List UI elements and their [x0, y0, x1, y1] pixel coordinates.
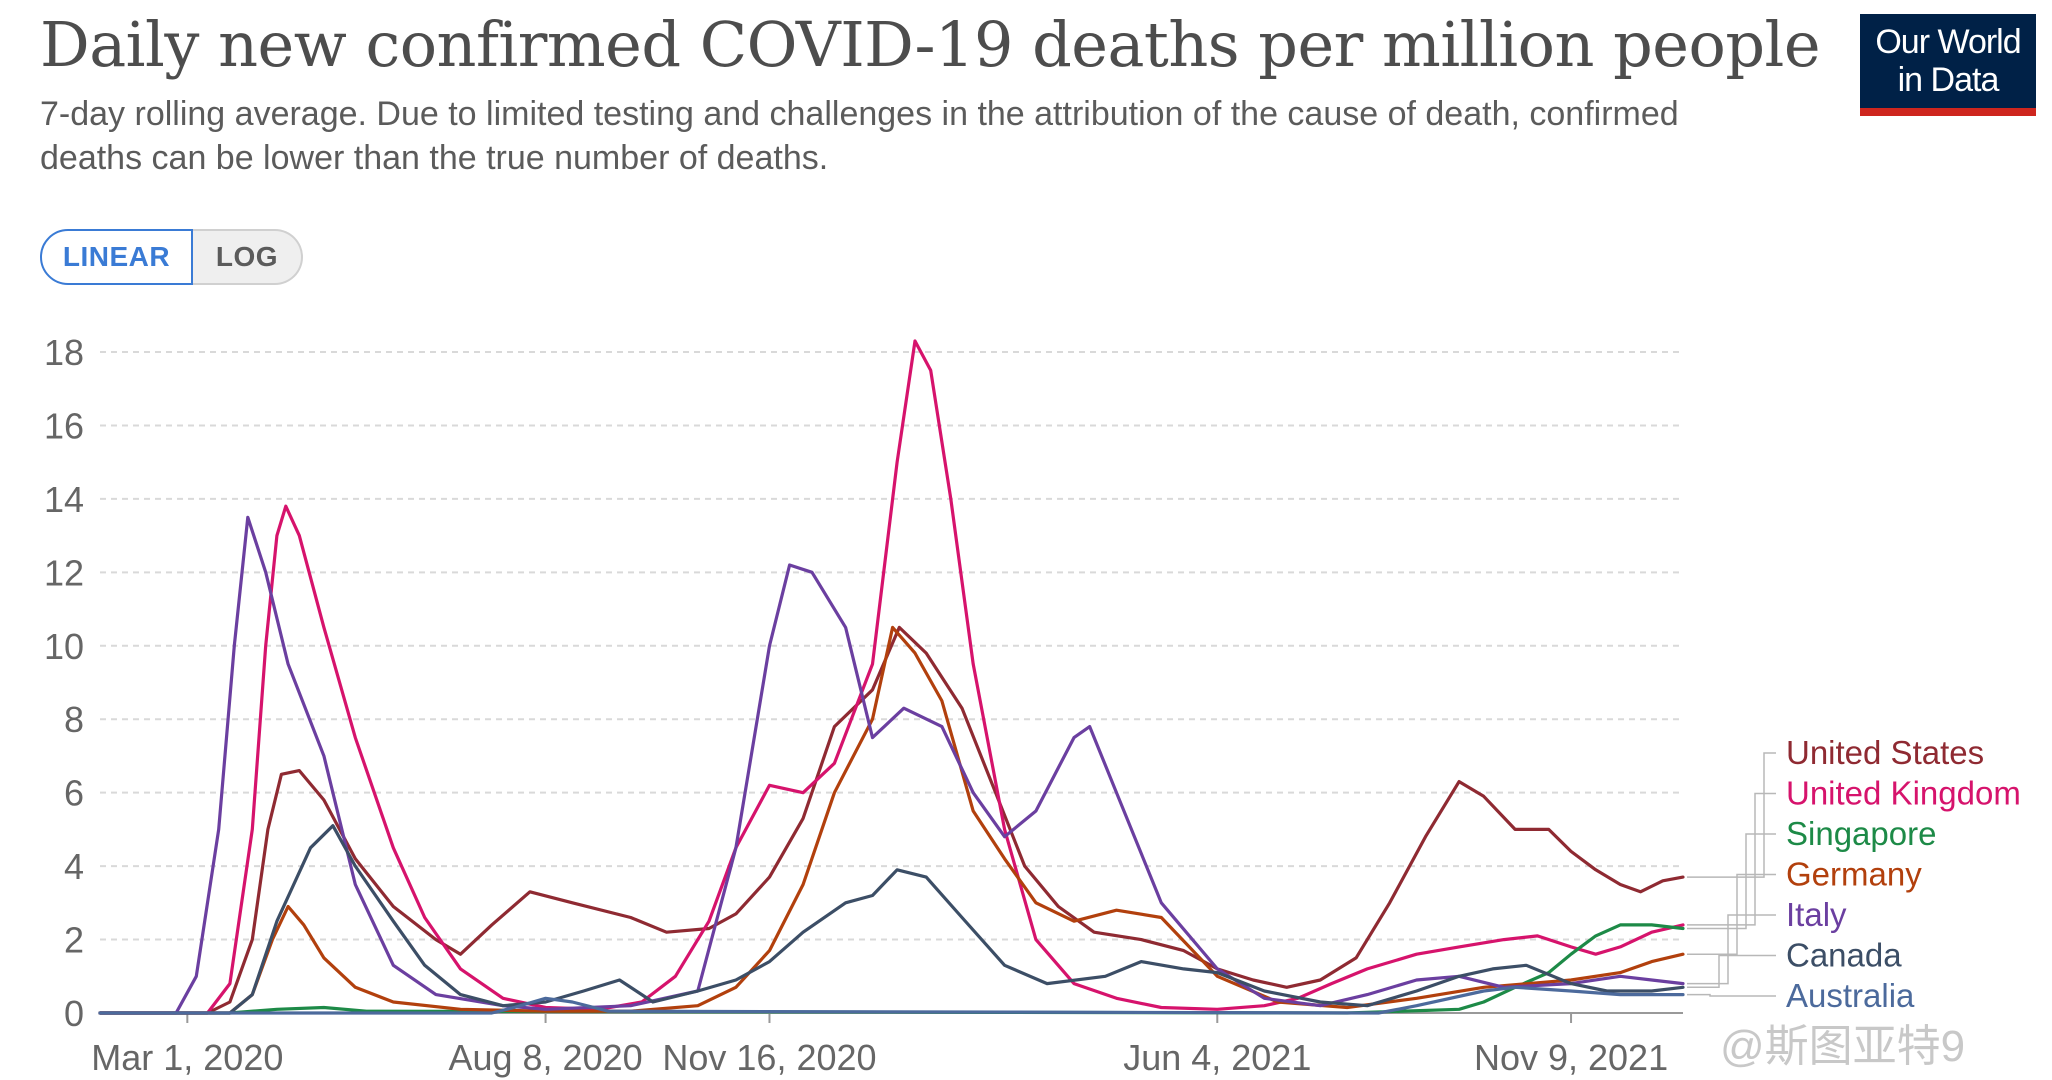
log-scale-button[interactable]: LOG	[193, 229, 303, 285]
legend-connector	[1687, 792, 1776, 926]
scale-toggle: LINEAR LOG	[40, 229, 303, 285]
legend-label: Singapore	[1786, 815, 1936, 852]
linear-scale-button[interactable]: LINEAR	[40, 229, 193, 285]
series-line-united-kingdom	[98, 339, 1685, 1015]
x-tick-label: Mar 1, 2020	[91, 1037, 283, 1078]
series-line-italy	[98, 515, 1685, 1015]
logo-line-2: in Data	[1897, 61, 2000, 99]
x-tick-label: Jun 4, 2021	[1123, 1037, 1311, 1078]
series-line-canada	[98, 824, 1685, 1015]
watermark: @斯图亚特9	[1720, 1022, 1966, 1071]
legend-connector	[1687, 993, 1776, 997]
y-tick-label: 10	[44, 626, 84, 667]
legend-label: United Kingdom	[1786, 775, 2021, 812]
our-world-in-data-logo[interactable]: Our World in Data	[1860, 14, 2036, 116]
legend-label: Germany	[1786, 856, 1922, 893]
chart-subtitle: 7-day rolling average. Due to limited te…	[40, 95, 1679, 177]
y-tick-label: 14	[44, 479, 84, 520]
y-tick-label: 8	[64, 699, 84, 740]
legend-connector	[1687, 954, 1776, 989]
y-tick-label: 16	[44, 405, 84, 446]
legend-connector	[1687, 914, 1776, 985]
x-axis: Mar 1, 2020 Aug 8, 2020 Nov 16, 2020 Jun 4,…	[91, 1013, 1668, 1078]
y-tick-label: 4	[64, 846, 84, 887]
y-tick-label: 2	[64, 920, 84, 961]
y-axis: 0 2 4 6 8 10 12 14 16 18	[44, 332, 84, 1034]
legend-connector	[1687, 752, 1776, 878]
series-line-germany	[98, 625, 1685, 1015]
series-line-australia	[98, 985, 1685, 1015]
series-line-united-states	[98, 625, 1685, 1015]
legend-label: United States	[1786, 734, 1984, 771]
x-tick-label: Nov 16, 2020	[662, 1037, 876, 1078]
y-tick-label: 12	[44, 552, 84, 593]
legend-connector	[1687, 833, 1776, 930]
y-tick-label: 18	[44, 332, 84, 373]
logo-line-1: Our World	[1875, 23, 2021, 61]
y-tick-label: 6	[64, 773, 84, 814]
y-tick-label: 0	[64, 993, 84, 1034]
legend-label: Australia	[1786, 977, 1915, 1014]
series-line-singapore	[98, 923, 1685, 1015]
grid-lines	[100, 351, 1683, 1014]
chart-title: Daily new confirmed COVID-19 deaths per …	[40, 8, 1821, 81]
series-lines	[98, 339, 1685, 1015]
x-tick-label: Aug 8, 2020	[448, 1037, 642, 1078]
legend-label: Italy	[1786, 896, 1847, 933]
legend-label: Canada	[1786, 937, 1902, 974]
x-tick-label: Nov 9, 2021	[1474, 1037, 1668, 1078]
